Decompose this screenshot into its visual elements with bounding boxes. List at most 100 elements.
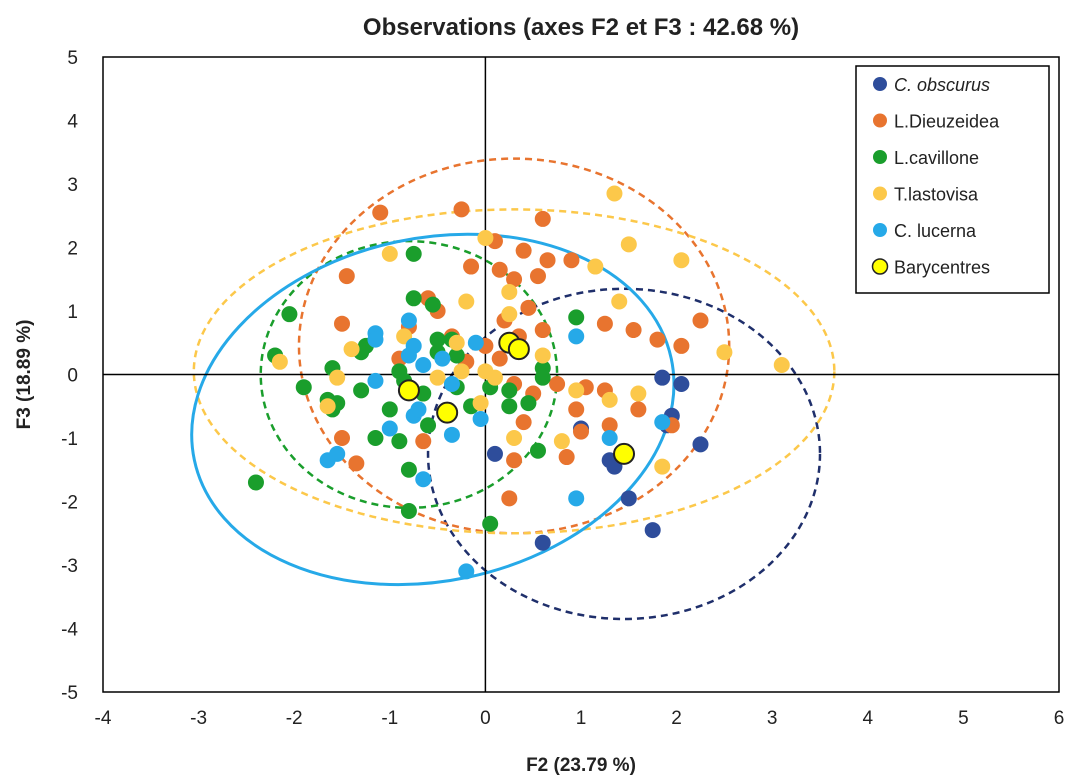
legend-label: L.Dieuzeidea <box>894 112 1000 132</box>
legend-label: C. lucerna <box>894 221 977 241</box>
barycentre-point <box>613 442 636 465</box>
data-point <box>367 372 384 389</box>
barycentre-point <box>507 338 530 361</box>
data-point <box>400 312 417 329</box>
data-point <box>281 306 298 323</box>
legend-marker <box>873 223 887 237</box>
data-point <box>716 344 733 361</box>
confidence-ellipses <box>190 157 836 621</box>
data-point <box>381 245 398 262</box>
data-point <box>506 452 523 469</box>
data-point <box>501 382 518 399</box>
data-point <box>415 356 432 373</box>
data-point <box>429 331 446 348</box>
data-point <box>601 391 618 408</box>
series-3 <box>271 185 790 475</box>
x-tick-label: 4 <box>863 708 874 729</box>
data-point <box>420 417 437 434</box>
data-point <box>443 426 460 443</box>
data-point <box>319 398 336 415</box>
legend-label: T.lastovisa <box>894 185 979 205</box>
data-point <box>463 258 480 275</box>
y-tick-label: -1 <box>61 429 78 450</box>
x-axis-label: F2 (23.79 %) <box>526 755 636 776</box>
legend-box <box>855 65 1050 294</box>
data-point <box>692 436 709 453</box>
data-point <box>415 433 432 450</box>
data-point <box>443 376 460 393</box>
data-point <box>587 258 604 275</box>
data-point <box>334 315 350 332</box>
data-point <box>558 449 575 466</box>
data-point <box>673 337 690 354</box>
confidence-ellipse-4 <box>190 232 676 587</box>
y-tick-label: 5 <box>67 48 78 69</box>
data-point <box>534 210 551 227</box>
data-point <box>482 515 499 532</box>
series-5 <box>397 331 636 465</box>
data-point <box>549 376 566 393</box>
x-tick-label: -1 <box>381 708 398 729</box>
data-point <box>424 296 441 313</box>
data-point <box>434 350 451 367</box>
y-tick-label: -2 <box>61 493 78 514</box>
data-point <box>568 309 585 326</box>
data-point <box>520 395 537 412</box>
data-point <box>520 299 537 316</box>
x-tick-label: -2 <box>286 708 303 729</box>
data-point <box>553 433 570 450</box>
y-tick-label: 3 <box>67 175 78 196</box>
data-point <box>654 414 671 431</box>
data-point <box>515 414 532 431</box>
data-point <box>448 347 465 364</box>
data-point <box>563 252 580 269</box>
data-point <box>630 401 647 418</box>
x-tick-label: 0 <box>480 708 491 729</box>
data-point <box>501 490 518 507</box>
data-point <box>367 430 384 446</box>
data-point <box>453 201 470 218</box>
data-point <box>501 306 518 323</box>
data-point <box>329 369 346 386</box>
legend-marker <box>873 186 887 201</box>
barycentre-point <box>397 379 420 402</box>
data-point <box>529 268 546 285</box>
data-point <box>620 490 637 507</box>
data-point <box>601 417 618 434</box>
data-point <box>405 290 422 307</box>
data-point <box>625 322 642 339</box>
data-point <box>568 490 585 507</box>
y-tick-label: -5 <box>61 683 78 704</box>
data-point <box>271 353 288 370</box>
data-point <box>319 452 336 469</box>
x-tick-label: -4 <box>95 708 112 729</box>
data-point <box>400 503 417 520</box>
data-point <box>477 229 494 246</box>
data-point <box>458 293 475 310</box>
data-point <box>372 204 389 221</box>
data-point <box>534 369 551 386</box>
y-tick-label: 1 <box>67 302 78 323</box>
data-point <box>654 458 671 475</box>
chart-title: Observations (axes F2 et F3 : 42.68 %) <box>363 14 799 41</box>
y-tick-label: 2 <box>67 239 78 260</box>
data-point <box>458 563 475 580</box>
series-4 <box>319 312 671 580</box>
data-point <box>673 376 690 393</box>
data-point <box>381 401 398 418</box>
data-point <box>410 401 427 418</box>
data-point <box>400 461 417 478</box>
confidence-ellipse-0 <box>426 287 822 621</box>
data-point <box>429 369 446 386</box>
data-point <box>391 433 408 450</box>
data-point <box>601 430 618 446</box>
data-point <box>534 347 551 364</box>
data-point <box>501 283 518 300</box>
tick-labels: -4 -3 -2 -1 0 1 2 3 4 5 6 5 4 3 2 1 0 -1 -2 -3 -4 -5 <box>61 48 1064 729</box>
data-point <box>381 420 398 437</box>
x-tick-label: 6 <box>1054 708 1065 729</box>
x-tick-label: 5 <box>958 708 969 729</box>
data-point <box>448 334 465 351</box>
data-point <box>405 245 422 262</box>
data-point <box>568 401 585 418</box>
